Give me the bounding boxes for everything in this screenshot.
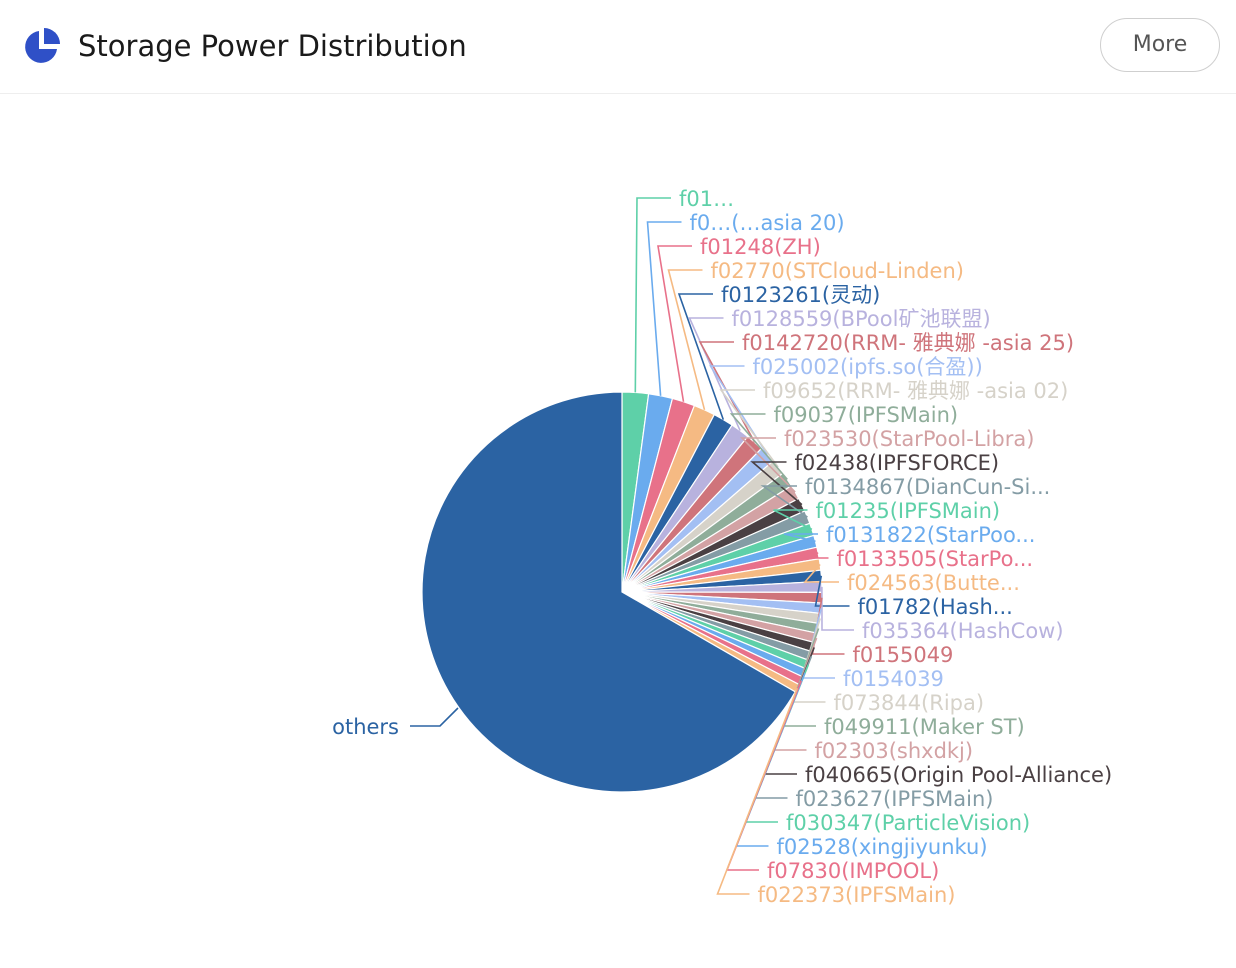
slice-label: f0154039 [843, 667, 944, 691]
slice-label: f02438(IPFSFORCE) [795, 451, 1000, 475]
slice-label: f02303(shxdkj) [815, 739, 974, 763]
leader-line [719, 389, 779, 468]
page-title: Storage Power Distribution [78, 29, 467, 63]
slice-label: f030347(ParticleVision) [786, 811, 1030, 835]
slice-label: f07830(IMPOOL) [767, 859, 939, 883]
slice-label: f02770(STCloud-Linden) [711, 259, 964, 283]
slice-label: f040665(Origin Pool-Alliance) [805, 763, 1112, 787]
slice-label: f01248(ZH) [700, 235, 821, 259]
leader-line [698, 341, 756, 443]
slice-label: f01… [679, 187, 734, 211]
slice-label: f073844(Ripa) [834, 691, 985, 715]
leader-line [794, 552, 829, 559]
leader-line [760, 485, 808, 518]
leader-line [634, 197, 671, 393]
slice-label: f02528(xingjiyunku) [777, 835, 988, 859]
pie-slice-others[interactable] [421, 391, 797, 793]
slice-label: f025002(ipfs.so(合盈)) [753, 355, 983, 379]
leader-line [716, 688, 799, 895]
leader-line [814, 575, 850, 607]
slice-label: f0131822(StarPoo... [826, 523, 1035, 547]
slice-label: f0155049 [853, 643, 954, 667]
leader-line [677, 293, 725, 420]
slice-label: f0134867(DianCun-Si... [805, 475, 1050, 499]
storage-power-pie-chart: f01… f0…(…asia 20) f01248(ZH) f02770(STClou… [0, 95, 1236, 964]
slice-label: f0…(…asia 20) [690, 211, 845, 235]
slice-label: f035364(HashCow) [862, 619, 1064, 643]
slice-label-others: others [332, 715, 399, 739]
leader-line [773, 509, 813, 531]
slice-label: f0123261(灵动) [721, 283, 880, 307]
slice-label: f022373(IPFSMain) [758, 883, 956, 907]
slice-label: f09037(IPFSMain) [774, 403, 959, 427]
leader-line [667, 269, 706, 410]
leader-line [740, 437, 796, 493]
slice-label: f024563(Butte... [847, 571, 1020, 595]
leader-line [750, 461, 803, 506]
slice-label: f09652(RRM- 雅典娜 -asia 02) [763, 379, 1068, 403]
pie-chart-icon [25, 28, 60, 63]
slice-label: f0128559(BPool矿池联盟) [732, 307, 991, 331]
pie-chart-svg: f01…f0…(…asia 20)f01248(ZH)f02770(STClou… [332, 187, 1112, 907]
leader-line [709, 365, 769, 456]
card-header: Storage Power Distribution More [0, 0, 1236, 94]
slice-label: f023530(StarPool-Libra) [784, 427, 1034, 451]
more-button[interactable]: More [1100, 18, 1220, 72]
slice-label: f0142720(RRM- 雅典娜 -asia 25) [742, 331, 1074, 355]
slice-label: f01782(Hash... [858, 595, 1013, 619]
slice-label: f0133505(StarPo... [837, 547, 1034, 571]
leader-line [803, 563, 839, 583]
leader-line [729, 413, 788, 480]
leader-line [646, 221, 682, 396]
slice-label: f049911(Maker ST) [824, 715, 1025, 739]
leader-line [410, 707, 459, 727]
slice-label: f01235(IPFSMain) [816, 499, 1001, 523]
slice-label: f023627(IPFSMain) [796, 787, 994, 811]
leader-line [657, 245, 692, 402]
leader-line [783, 533, 818, 543]
